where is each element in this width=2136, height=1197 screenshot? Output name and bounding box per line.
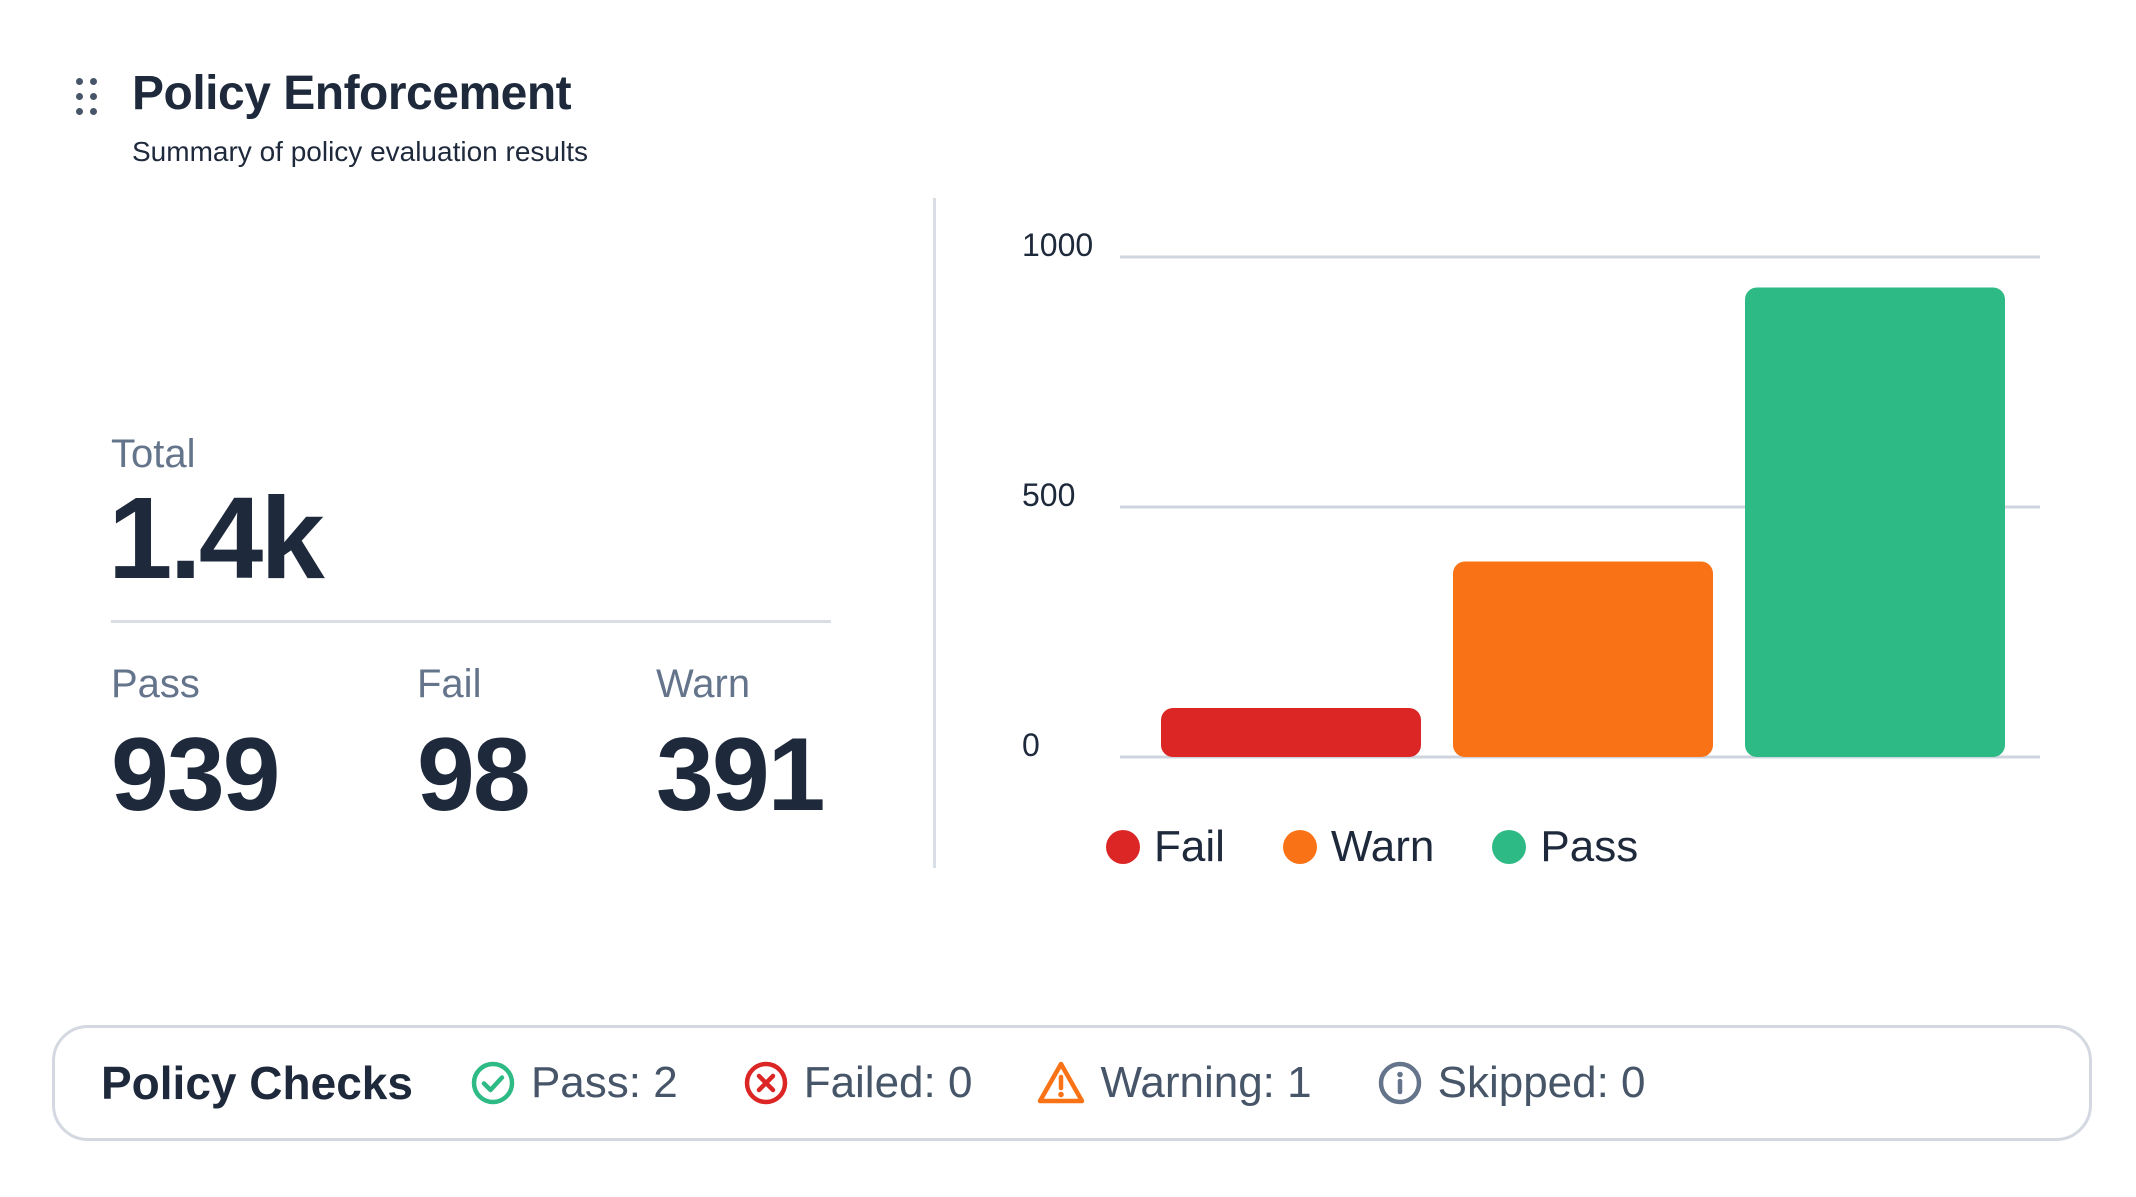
total-label: Total xyxy=(111,432,196,476)
stat-fail-label: Fail xyxy=(417,662,482,706)
y-tick-label-500: 500 xyxy=(1022,477,1075,513)
legend-item-pass[interactable]: Pass xyxy=(1492,822,1638,872)
info-circle-icon xyxy=(1378,1061,1421,1105)
section-divider xyxy=(933,198,936,868)
chart-legend: Fail Warn Pass xyxy=(1106,822,1638,872)
check-warning[interactable]: Warning: 1 xyxy=(1036,1058,1312,1108)
total-value: 1.4k xyxy=(108,473,325,603)
policy-checks-panel: Policy Checks Pass: 2 Failed: 0 Warning:… xyxy=(52,1025,2092,1141)
check-pass[interactable]: Pass: 2 xyxy=(469,1058,678,1108)
bar-warn[interactable] xyxy=(1453,561,1713,758)
policy-bar-chart: 0 500 1000 xyxy=(1022,227,2040,763)
stat-fail-value: 98 xyxy=(417,717,531,833)
check-circle-icon xyxy=(471,1061,515,1105)
drag-handle-icon[interactable] xyxy=(76,78,102,116)
stat-pass: Pass 939 xyxy=(111,662,281,833)
warning-triangle-icon xyxy=(1038,1061,1085,1104)
stat-warn-label: Warn xyxy=(656,662,751,706)
check-warning-label: Warning: 1 xyxy=(1100,1058,1312,1107)
y-tick-label-0: 0 xyxy=(1022,727,1040,763)
legend-label-fail: Fail xyxy=(1154,822,1225,871)
x-circle-icon xyxy=(744,1061,787,1105)
policy-checks-title: Policy Checks xyxy=(101,1057,413,1109)
stat-pass-label: Pass xyxy=(111,662,200,706)
summary-divider xyxy=(111,620,831,623)
stat-pass-value: 939 xyxy=(111,717,281,833)
page-subtitle: Summary of policy evaluation results xyxy=(132,136,588,167)
y-tick-label-1000: 1000 xyxy=(1022,227,1093,263)
legend-dot-fail xyxy=(1106,830,1140,864)
stat-fail: Fail 98 xyxy=(417,662,531,833)
check-pass-label: Pass: 2 xyxy=(530,1058,678,1107)
legend-item-warn[interactable]: Warn xyxy=(1282,822,1435,872)
legend-dot-warn xyxy=(1282,830,1317,864)
stat-warn: Warn 391 xyxy=(656,662,826,833)
bar-fail[interactable] xyxy=(1161,708,1421,757)
legend-label-warn: Warn xyxy=(1330,822,1435,871)
page-title: Policy Enforcement xyxy=(132,67,572,120)
stat-warn-value: 391 xyxy=(656,717,826,833)
legend-dot-pass xyxy=(1492,830,1527,864)
check-failed-label: Failed: 0 xyxy=(803,1058,973,1107)
check-skipped[interactable]: Skipped: 0 xyxy=(1376,1058,1646,1108)
bar-pass[interactable] xyxy=(1745,287,2005,758)
check-skipped-label: Skipped: 0 xyxy=(1437,1058,1646,1107)
check-failed[interactable]: Failed: 0 xyxy=(742,1058,973,1108)
legend-label-pass: Pass xyxy=(1540,822,1639,871)
legend-item-fail[interactable]: Fail xyxy=(1106,822,1225,872)
